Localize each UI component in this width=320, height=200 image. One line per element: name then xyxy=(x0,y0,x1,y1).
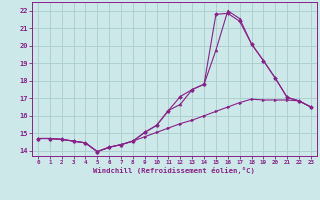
X-axis label: Windchill (Refroidissement éolien,°C): Windchill (Refroidissement éolien,°C) xyxy=(93,167,255,174)
